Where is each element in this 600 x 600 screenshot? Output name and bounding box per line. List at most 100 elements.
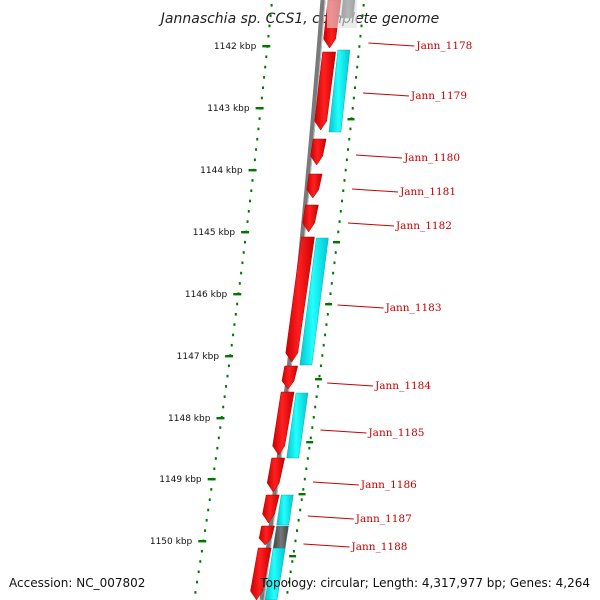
tick-dot xyxy=(255,148,258,151)
tick-dot xyxy=(260,96,263,100)
tick-dot xyxy=(250,189,253,192)
tick-dot xyxy=(333,261,336,265)
tick-dash xyxy=(315,378,323,381)
kbp-tick xyxy=(233,293,242,296)
cds-feature xyxy=(314,51,336,131)
tick-dot xyxy=(267,34,270,38)
tick-dot xyxy=(223,395,226,398)
tick-dot xyxy=(311,426,314,429)
tick-dot xyxy=(213,467,216,471)
tick-dash xyxy=(298,493,306,496)
tick-dot xyxy=(361,14,364,17)
tick-dot xyxy=(270,4,273,7)
gene-leader-line xyxy=(368,42,415,47)
cds-feature xyxy=(306,173,323,199)
tick-dot xyxy=(294,539,297,543)
outer-tick-dots xyxy=(286,4,365,594)
tick-dot xyxy=(306,457,309,460)
tick-dot xyxy=(265,55,268,59)
tick-dot xyxy=(344,168,347,172)
kbp-label: 1142 kbp xyxy=(214,42,257,52)
tick-dot xyxy=(226,374,229,378)
tick-dot xyxy=(261,86,264,89)
cds-feature xyxy=(281,365,299,390)
tick-dot xyxy=(286,591,289,594)
gene-leader-line xyxy=(320,429,367,434)
gene-leader-line xyxy=(363,92,410,97)
tick-dot xyxy=(289,570,292,574)
gene-label: Jann_1181 xyxy=(399,186,456,198)
tick-dot xyxy=(357,55,360,59)
kbp-tick xyxy=(216,417,225,420)
tick-dot xyxy=(234,313,237,316)
tick-dot xyxy=(200,549,203,553)
tick-dash xyxy=(306,441,314,444)
tick-dot xyxy=(305,467,308,471)
tick-dot xyxy=(219,426,222,429)
cds-feature xyxy=(250,547,272,600)
tick-dot xyxy=(253,158,256,162)
kbp-tick xyxy=(207,478,216,481)
tick-dot xyxy=(296,529,299,532)
cds-feature xyxy=(258,525,275,546)
gene-label: Jann_1184 xyxy=(374,380,431,392)
kbp-scale: 1142 kbp 1143 kbp 1144 kbp 1145 kbp 1146 kbp… xyxy=(150,42,271,547)
tick-dot xyxy=(325,323,328,326)
annotation-feature xyxy=(286,392,309,459)
gene-label: Jann_1188 xyxy=(350,541,407,553)
annotation-feature xyxy=(299,237,329,366)
tick-dash xyxy=(347,118,355,121)
tick-dot xyxy=(297,519,300,522)
tick-dot xyxy=(348,137,351,141)
cds-feature xyxy=(310,138,327,166)
kbp-label: 1148 kbp xyxy=(168,414,211,424)
tick-dash xyxy=(332,241,340,244)
kbp-tick xyxy=(255,107,264,110)
topology-text: Topology: circular; Length: 4,317,977 bp… xyxy=(259,576,590,590)
kbp-tick xyxy=(225,355,234,358)
gene-leader-line xyxy=(352,188,399,193)
tick-dot xyxy=(208,498,211,501)
tick-dot xyxy=(326,313,329,316)
tick-dot xyxy=(288,580,291,584)
tick-dot xyxy=(352,96,355,100)
tick-dot xyxy=(349,127,352,131)
gene-label: Jann_1178 xyxy=(415,40,472,52)
tick-dot xyxy=(196,580,199,584)
gene-leader-line xyxy=(307,515,354,520)
gene-label: Jann_1180 xyxy=(403,152,460,164)
tick-dot xyxy=(214,457,217,460)
tick-dot xyxy=(362,4,365,7)
cds-feature xyxy=(272,391,295,456)
tick-dot xyxy=(227,364,230,368)
tick-dot xyxy=(303,477,306,481)
tick-dot xyxy=(194,591,197,594)
kbp-tick xyxy=(248,169,257,172)
gene-leader-line xyxy=(303,543,350,548)
tick-dot xyxy=(236,302,239,306)
tick-dot xyxy=(319,364,322,368)
tick-dot xyxy=(249,199,252,203)
tick-dot xyxy=(199,560,202,563)
tick-dot xyxy=(315,395,318,398)
tick-dot xyxy=(300,498,303,501)
tick-dot xyxy=(347,148,350,151)
tick-dot xyxy=(345,158,348,162)
gene-label: Jann_1187 xyxy=(355,513,412,525)
tick-dot xyxy=(355,76,358,79)
tick-dot xyxy=(359,34,362,38)
tick-dot xyxy=(321,354,324,357)
tick-dot xyxy=(258,117,261,120)
gene-labels: Jann_1178 Jann_1179 Jann_1180 Jann_1181 Jann… xyxy=(303,40,472,553)
annotation-feature xyxy=(276,494,294,526)
gene-leader-line xyxy=(347,222,395,227)
tick-dot xyxy=(230,343,233,347)
tick-dot xyxy=(210,488,213,491)
tick-dot xyxy=(341,199,344,203)
tick-dot xyxy=(216,446,219,450)
accession-text: Accession: NC_007802 xyxy=(9,576,145,590)
kbp-label: 1147 kbp xyxy=(177,352,220,362)
gene-label: Jann_1179 xyxy=(410,90,467,102)
tick-dot xyxy=(337,230,340,234)
